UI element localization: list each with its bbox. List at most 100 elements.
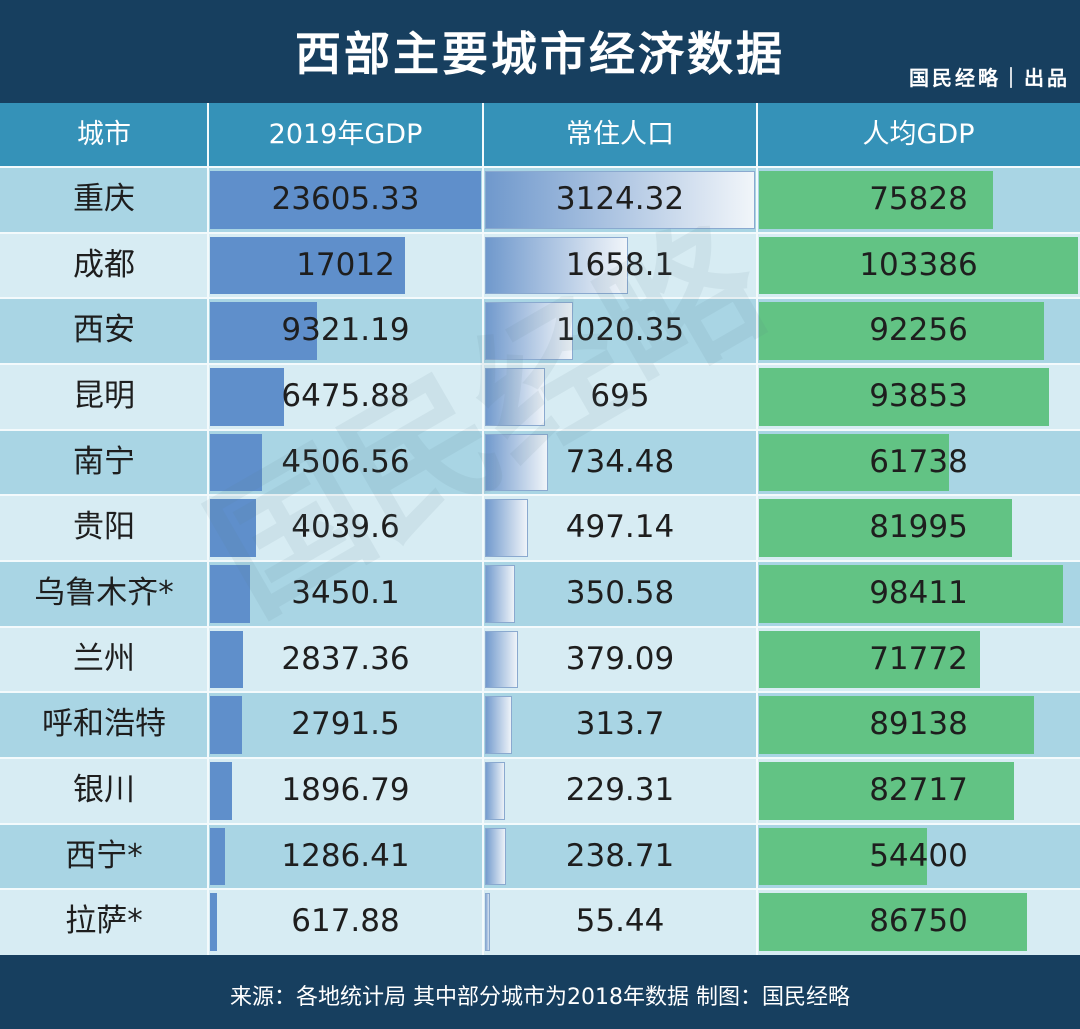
gdp-value: 17012 (296, 246, 395, 283)
column-header-1: 2019年GDP (208, 103, 483, 167)
row-divider (0, 888, 1080, 891)
city-name: 南宁 (73, 443, 135, 480)
per-capita-gdp-value: 89138 (869, 706, 968, 743)
per-capita-gdp-value: 103386 (859, 246, 978, 283)
per-capita-gdp-bar (759, 236, 1078, 295)
per-capita-gdp-bar (759, 302, 1044, 360)
population-value: 350.58 (565, 575, 675, 612)
per-capita-gdp-value: 75828 (869, 181, 968, 217)
chart-title: 西部主要城市经济数据 (295, 27, 785, 81)
gdp-value: 4039.6 (291, 509, 400, 546)
gdp-value: 1286.41 (281, 837, 410, 874)
per-capita-gdp-bar (759, 762, 1015, 820)
gdp-bar (210, 893, 218, 952)
gdp-value: 617.88 (291, 903, 400, 940)
per-capita-gdp-bar (759, 565, 1063, 623)
per-capita-gdp-value: 92256 (869, 312, 968, 349)
city-name: 西宁* (65, 837, 143, 874)
population-bar (485, 302, 574, 360)
population-bar (485, 236, 629, 295)
row-divider (0, 231, 1080, 234)
population-bar (485, 433, 549, 492)
per-capita-gdp-bar (759, 368, 1049, 426)
per-capita-gdp-value: 71772 (869, 640, 968, 677)
per-capita-gdp-bar (759, 630, 981, 689)
city-name: 呼和浩特 (42, 706, 166, 743)
column-header-2: 常住人口 (483, 103, 757, 167)
row-divider (0, 560, 1080, 563)
per-capita-gdp-value: 81995 (869, 509, 968, 546)
per-capita-gdp-value: 82717 (869, 772, 968, 809)
city-name: 昆明 (73, 378, 135, 414)
population-value: 1020.35 (555, 312, 685, 349)
column-divider (482, 103, 484, 955)
population-value: 695 (590, 378, 650, 414)
population-value: 497.14 (565, 509, 675, 546)
population-bar (485, 630, 518, 689)
gdp-bar (210, 696, 243, 755)
city-name: 贵阳 (73, 509, 135, 546)
per-capita-gdp-value: 86750 (869, 903, 968, 940)
population-value: 313.7 (575, 706, 665, 743)
per-capita-gdp-bar (759, 171, 993, 229)
gdp-bar (210, 302, 317, 360)
population-value: 238.71 (565, 837, 675, 874)
footer: 来源：各地统计局 其中部分城市为2018年数据 制图：国民经略 (0, 955, 1080, 1029)
gdp-bar (210, 499, 257, 557)
column-divider (207, 103, 209, 955)
header: 西部主要城市经济数据 国民经略｜出品 (0, 0, 1080, 103)
gdp-bar (210, 762, 232, 820)
per-capita-gdp-bar (759, 893, 1027, 952)
row-divider (0, 297, 1080, 300)
row-divider (0, 494, 1080, 497)
city-name: 成都 (73, 246, 135, 283)
population-bar (485, 499, 528, 557)
gdp-value: 2837.36 (281, 640, 410, 677)
gdp-bar (210, 171, 481, 229)
population-bar (485, 565, 516, 623)
per-capita-gdp-bar (759, 696, 1035, 755)
gdp-value: 2791.5 (291, 706, 400, 743)
per-capita-gdp-bar (759, 499, 1012, 557)
column-header-0: 城市 (0, 103, 208, 167)
row-divider (0, 363, 1080, 365)
population-bar (485, 762, 505, 820)
population-value: 1658.1 (565, 246, 675, 283)
source-note: 来源：各地统计局 其中部分城市为2018年数据 制图：国民经略 (230, 985, 850, 1010)
per-capita-gdp-bar (759, 433, 950, 492)
gdp-bar (210, 565, 250, 623)
gdp-value: 6475.88 (281, 378, 410, 414)
gdp-bar (210, 236, 406, 295)
column-divider (756, 103, 758, 955)
population-value: 55.44 (575, 903, 665, 940)
population-bar (485, 696, 513, 755)
gdp-value: 23605.33 (271, 181, 420, 217)
city-name: 重庆 (73, 181, 135, 217)
population-bar (485, 827, 506, 886)
gdp-value: 9321.19 (281, 312, 410, 349)
city-name: 银川 (73, 772, 135, 809)
row-divider (0, 822, 1080, 825)
per-capita-gdp-value: 93853 (869, 378, 968, 414)
city-name: 拉萨* (65, 903, 143, 940)
row-divider (0, 428, 1080, 431)
gdp-value: 4506.56 (281, 443, 410, 480)
row-divider (0, 691, 1080, 694)
gdp-bar (210, 368, 285, 426)
population-value: 3124.32 (555, 181, 685, 217)
population-bar (485, 171, 755, 229)
city-name: 兰州 (73, 640, 135, 677)
data-table: 城市 2019年GDP 常住人口 人均GDP 重庆 23605.33 3124.32 7582… (0, 103, 1080, 955)
population-value: 379.09 (565, 640, 675, 677)
row-divider (0, 166, 1080, 168)
gdp-bar (210, 827, 225, 886)
per-capita-gdp-bar (759, 827, 927, 886)
population-bar (485, 893, 490, 952)
row-divider (0, 757, 1080, 760)
brand-label: 国民经略｜出品 (909, 66, 1070, 90)
per-capita-gdp-value: 54400 (869, 837, 968, 874)
population-value: 229.31 (565, 772, 675, 809)
city-name: 西安 (73, 312, 135, 349)
gdp-bar (210, 630, 243, 689)
row-divider (0, 625, 1080, 628)
